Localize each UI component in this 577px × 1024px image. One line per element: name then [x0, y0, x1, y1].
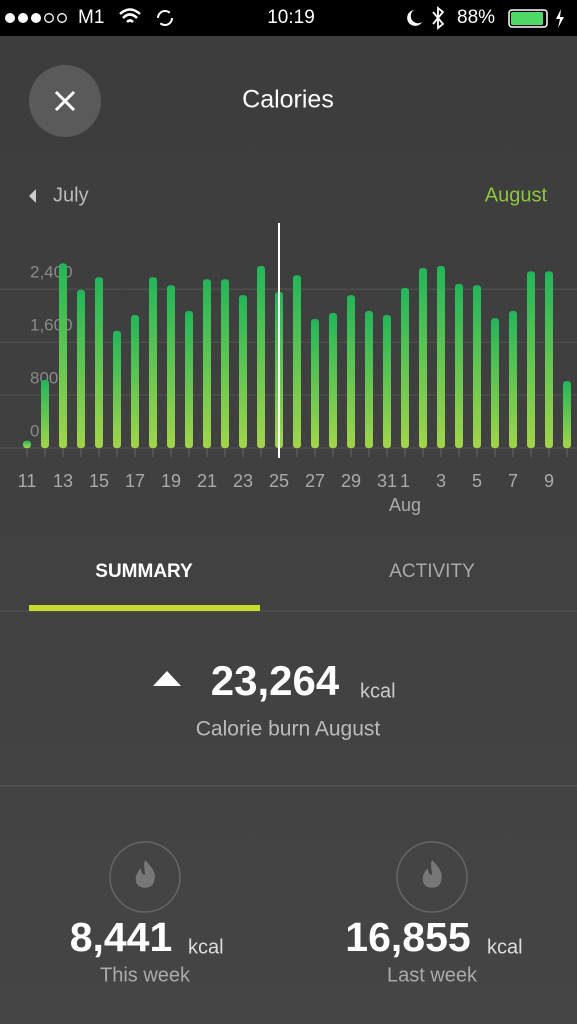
tab-activity[interactable]: ACTIVITY — [389, 561, 475, 582]
bar — [149, 277, 157, 448]
total-caption: Calorie burn August — [196, 718, 381, 741]
bar — [437, 266, 445, 448]
charging-icon — [556, 9, 564, 28]
bar — [239, 295, 247, 448]
week-value: 16,855 — [345, 914, 470, 960]
bar — [311, 318, 319, 448]
bar — [95, 277, 103, 448]
y-tick-label: 0 — [30, 421, 39, 440]
carrier: M1 — [78, 7, 104, 28]
bar — [167, 285, 175, 448]
x-tick-label: 19 — [161, 471, 181, 491]
x-tick-label: 5 — [472, 471, 482, 491]
bar — [401, 287, 409, 448]
x-tick-label: 25 — [269, 471, 289, 491]
battery-percent: 88% — [457, 7, 495, 28]
bar — [77, 289, 85, 448]
x-tick-label: 27 — [305, 471, 325, 491]
bar — [185, 311, 193, 448]
bar — [545, 271, 553, 448]
x-tick-label: 31 — [377, 471, 397, 491]
week-card: 16,855 kcal Last week — [345, 841, 523, 986]
signal — [5, 13, 67, 23]
bar — [257, 266, 265, 448]
x-tick-label: 13 — [53, 471, 73, 491]
total-unit: kcal — [360, 680, 396, 702]
x-tick-label: 3 — [436, 471, 446, 491]
x-tick-label: 21 — [197, 471, 217, 491]
week-value: 8,441 — [70, 914, 173, 960]
bar — [419, 268, 427, 448]
moon-icon — [407, 10, 422, 26]
x-tick-label: 23 — [233, 471, 253, 491]
bar — [221, 279, 229, 448]
x-tick-label: 29 — [341, 471, 361, 491]
bar — [563, 381, 571, 448]
bar — [203, 279, 211, 448]
x-tick-label: 1 — [400, 471, 410, 491]
prev-month[interactable]: July — [53, 184, 89, 206]
status-bar — [0, 0, 577, 36]
prev-arrow[interactable] — [29, 189, 36, 203]
bar — [23, 440, 31, 448]
up-arrow — [153, 671, 181, 686]
bar — [455, 283, 463, 448]
week-card: 8,441 kcal This week — [70, 841, 224, 986]
x-tick-label: 7 — [508, 471, 518, 491]
x-sublabel: Aug — [389, 495, 421, 515]
x-tick-label: 15 — [89, 471, 109, 491]
bar — [365, 311, 373, 448]
bar — [131, 314, 139, 448]
bar — [293, 275, 301, 448]
battery-level — [511, 12, 543, 25]
bar — [347, 295, 355, 448]
clock: 10:19 — [267, 7, 315, 28]
bar — [329, 313, 337, 448]
bar — [383, 314, 391, 448]
sync-icon — [157, 10, 173, 26]
tab-summary[interactable]: SUMMARY — [95, 561, 193, 582]
x-tick-label: 11 — [18, 471, 37, 491]
bar — [113, 330, 121, 448]
x-tick-label: 9 — [544, 471, 554, 491]
battery — [508, 9, 548, 28]
bar — [527, 271, 535, 448]
x-tick-label: 17 — [125, 471, 145, 491]
bar — [41, 379, 49, 448]
bar — [491, 318, 499, 448]
bluetooth-icon — [432, 6, 445, 30]
week-unit: kcal — [188, 936, 224, 958]
tab-indicator — [29, 605, 260, 611]
total-value: 23,264 — [211, 657, 340, 704]
wifi-icon — [119, 8, 141, 23]
y-tick-label: 800 — [30, 369, 58, 388]
week-label: Last week — [387, 964, 478, 986]
bar — [509, 311, 517, 448]
page-title: Calories — [242, 86, 334, 114]
week-label: This week — [100, 964, 191, 986]
bar — [59, 263, 67, 448]
next-month[interactable]: August — [485, 184, 548, 206]
bar — [473, 285, 481, 448]
close-icon — [54, 90, 76, 112]
week-unit: kcal — [487, 936, 523, 958]
